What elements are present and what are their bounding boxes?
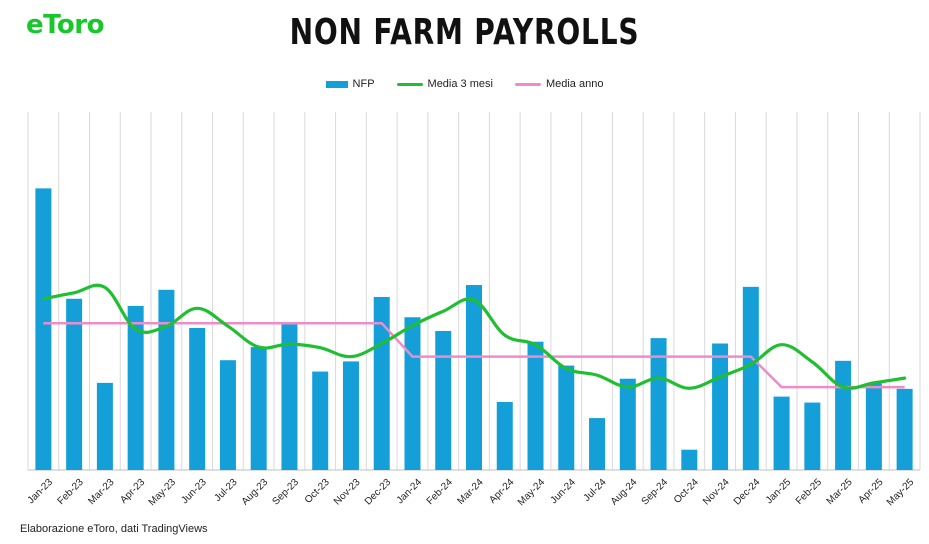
x-tick-label: Nov-23 <box>332 477 363 508</box>
x-tick-label: Jul-24 <box>582 477 609 504</box>
chart-title: NON FARM PAYROLLS <box>289 12 640 53</box>
source-note: Elaborazione eToro, dati TradingViews <box>20 523 208 535</box>
x-tick-label: Feb-24 <box>425 477 455 507</box>
bar-nfp <box>189 327 206 470</box>
bar-nfp <box>281 324 298 470</box>
legend-label-ma3: Media 3 mesi <box>427 78 493 90</box>
bar-nfp <box>619 378 636 470</box>
legend-item-ma3: Media 3 mesi <box>396 78 493 90</box>
x-tick-label: Apr-23 <box>118 477 147 506</box>
bar-nfp <box>66 298 83 470</box>
legend-label-ma-year: Media anno <box>545 78 604 90</box>
x-tick-label: Jan-24 <box>395 477 425 507</box>
bar-nfp <box>835 360 852 470</box>
bar-nfp <box>865 383 882 470</box>
bar-nfp <box>127 305 144 470</box>
legend-swatch-ma-year <box>514 82 541 86</box>
bar-nfp <box>312 371 329 470</box>
chart-legend: NFP Media 3 mesi Media anno <box>0 78 929 90</box>
x-tick-label: Apr-24 <box>487 477 516 506</box>
x-tick-label: Oct-24 <box>672 477 701 506</box>
legend-swatch-nfp <box>325 80 348 88</box>
x-tick-label: Feb-23 <box>56 477 86 507</box>
legend-item-nfp: NFP <box>325 78 375 90</box>
line-media-anno <box>43 321 905 389</box>
bar-nfp <box>712 343 729 470</box>
x-tick-label: Aug-24 <box>609 477 640 508</box>
bar-nfp <box>773 396 790 470</box>
etoro-logo: eToro <box>26 10 104 40</box>
x-tick-label: Apr-25 <box>857 477 886 506</box>
bar-nfp <box>496 401 513 470</box>
x-tick-label: May-24 <box>516 477 548 509</box>
bar-nfp <box>804 402 821 470</box>
x-tick-label: Mar-24 <box>455 477 485 507</box>
bar-nfp <box>896 388 913 470</box>
x-tick-label: Mar-23 <box>86 477 116 507</box>
bar-nfp <box>558 365 575 470</box>
x-tick-label: Sep-23 <box>271 477 302 508</box>
bar-nfp <box>466 285 482 470</box>
bar-nfp <box>650 338 667 470</box>
x-tick-label: Dec-23 <box>363 477 394 508</box>
x-tick-label: Jan-23 <box>26 477 56 507</box>
x-tick-label: May-23 <box>147 477 179 509</box>
bar-nfp <box>158 289 175 470</box>
bar-nfp <box>404 317 421 470</box>
x-tick-label: Feb-25 <box>794 477 824 507</box>
legend-label-nfp: NFP <box>352 78 375 90</box>
legend-swatch-ma3 <box>396 82 423 86</box>
line-media-3-mesi <box>41 283 907 390</box>
x-tick-label: Jan-25 <box>764 477 794 507</box>
bar-nfp <box>742 286 759 470</box>
bar-nfp <box>435 330 452 470</box>
x-tick-label: Jun-24 <box>549 477 579 507</box>
bar-nfp <box>589 418 606 470</box>
bar-nfp <box>35 188 52 470</box>
bar-nfp <box>342 361 359 470</box>
x-tick-label: Jun-23 <box>179 477 209 507</box>
bar-nfp <box>527 341 544 470</box>
x-tick-label: Jul-23 <box>213 477 240 504</box>
x-tick-label: Nov-24 <box>701 477 732 508</box>
bar-nfp <box>681 449 698 470</box>
x-tick-label: May-25 <box>885 477 917 509</box>
bar-nfp <box>96 382 113 470</box>
x-tick-label: Mar-25 <box>825 477 855 507</box>
legend-item-ma-year: Media anno <box>514 78 604 90</box>
x-tick-label: Sep-24 <box>640 477 671 508</box>
bar-nfp <box>250 347 267 470</box>
x-tick-label: Dec-24 <box>732 477 763 508</box>
x-tick-label: Aug-23 <box>240 477 271 508</box>
bar-nfp <box>219 360 236 470</box>
x-tick-label: Oct-23 <box>303 477 332 506</box>
